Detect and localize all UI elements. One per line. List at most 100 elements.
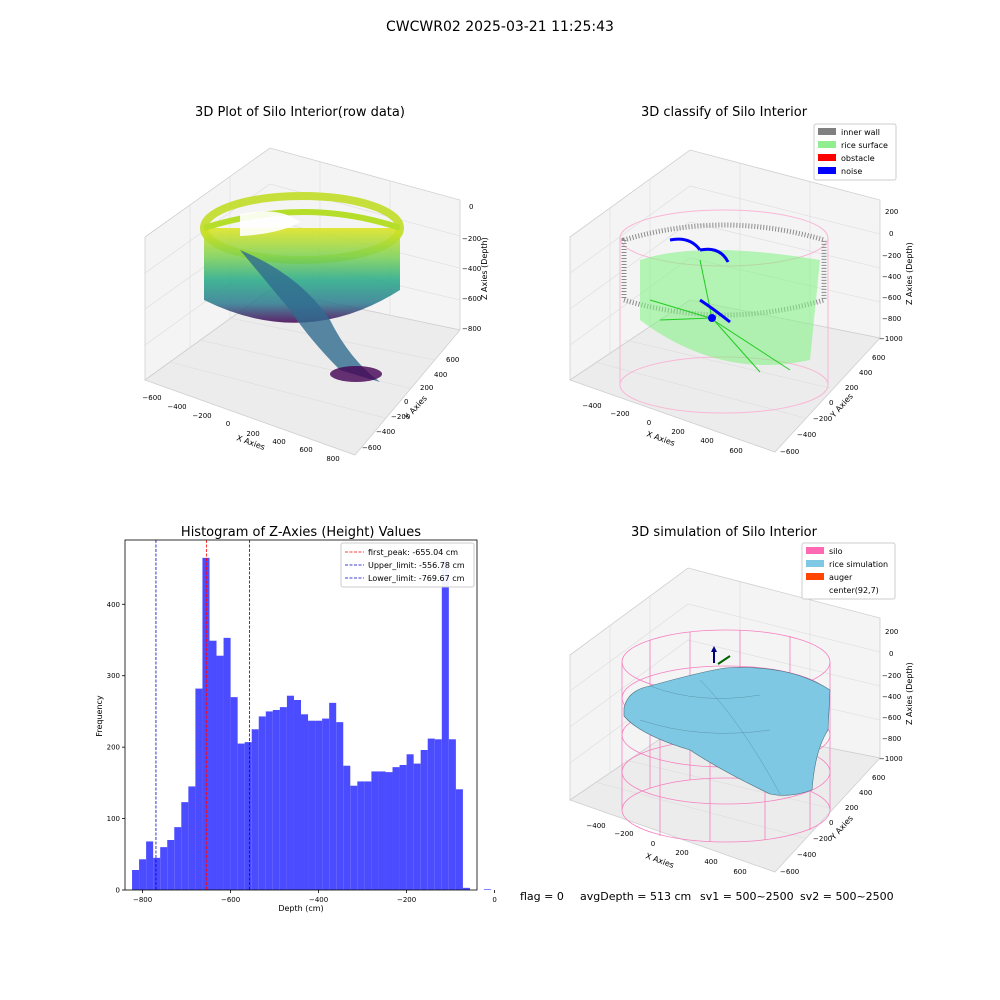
tick-label: −400 — [167, 403, 186, 411]
histogram-bar — [385, 772, 393, 890]
tick-label: 400 — [434, 371, 447, 379]
tick-label: 400 — [859, 369, 872, 377]
tick-label: −400 — [797, 851, 816, 859]
status-avg-depth: avgDepth = 513 cm — [580, 890, 691, 903]
histogram-bar — [420, 750, 428, 890]
tick-label: 800 — [326, 455, 339, 463]
tick-label: −800 — [462, 325, 481, 333]
tick-label: −200 — [813, 415, 832, 423]
figure-title: CWCWR02 2025-03-21 11:25:43 — [386, 19, 614, 35]
histogram-bar — [293, 700, 301, 890]
histogram-bar — [209, 640, 217, 890]
status-line: flag = 0 avgDepth = 513 cm sv1 = 500~250… — [520, 890, 894, 903]
histogram-bar — [139, 859, 147, 890]
legend-swatch-rice-simulation — [806, 560, 824, 567]
histogram-bar — [265, 711, 273, 890]
histogram-bar — [357, 781, 365, 890]
histogram-bar — [174, 827, 182, 890]
tick-label: 200 — [420, 384, 433, 392]
panel1-point-cloud — [200, 192, 404, 382]
panel1-y-ticks: 600 400 200 0 −200 −400 −600 — [362, 356, 459, 452]
histogram-bar — [279, 707, 287, 890]
x-tick-label: −200 — [397, 896, 416, 904]
panel4-legend: silo rice simulation auger center(92,7) — [801, 542, 896, 600]
legend-label: center(92,7) — [829, 586, 879, 595]
histogram-x-ticks: −800 −600 −400 −200 0 — [133, 890, 497, 904]
tick-label: 400 — [272, 438, 285, 446]
panel2-title: 3D classify of Silo Interior — [641, 105, 808, 120]
histogram-bar — [427, 738, 435, 890]
tick-label: 600 — [446, 356, 459, 364]
histogram-bar — [181, 802, 189, 890]
histogram-bar — [258, 716, 266, 890]
tick-label: 200 — [675, 849, 688, 857]
tick-label: 0 — [469, 203, 473, 211]
panel4-z-ticks: 200 0 −200 −400 −600 −800 −1000 — [879, 628, 903, 763]
panel-classify: 3D classify of Silo Interior inner wall — [569, 105, 914, 456]
tick-label: 600 — [299, 446, 312, 454]
tick-label: 200 — [671, 428, 684, 436]
tick-label: 0 — [829, 819, 833, 827]
tick-label: 400 — [859, 789, 872, 797]
histogram-bar — [371, 771, 379, 890]
tick-label: −200 — [614, 830, 633, 838]
panel1-title: 3D Plot of Silo Interior(row data) — [195, 105, 405, 120]
histogram-bar — [455, 789, 463, 890]
histogram-bars — [132, 557, 492, 890]
panel1-zlabel: Z Axies (Depth) — [480, 237, 489, 300]
tick-label: 0 — [647, 419, 651, 427]
histogram-ylabel: Frequency — [95, 695, 104, 737]
tick-label: −800 — [882, 735, 901, 743]
x-tick-label: −800 — [133, 896, 152, 904]
panel4-rice-surface — [623, 667, 831, 796]
histogram-bar — [350, 785, 358, 890]
tick-label: −600 — [780, 868, 799, 876]
tick-label: −200 — [882, 252, 901, 260]
x-tick-label: 0 — [492, 896, 496, 904]
legend-label: inner wall — [841, 128, 880, 137]
legend-swatch-inner-wall — [818, 128, 836, 135]
histogram-bar — [434, 739, 442, 890]
tick-label: −600 — [142, 394, 161, 402]
tick-label: −800 — [882, 315, 901, 323]
panel1-x-ticks: −600 −400 −200 0 200 400 600 800 — [142, 394, 339, 463]
panel3-title: Histogram of Z-Axies (Height) Values — [181, 525, 421, 540]
legend-label: auger — [829, 573, 853, 582]
histogram-bar — [272, 710, 280, 890]
y-tick-label: 300 — [107, 672, 120, 680]
histogram-bar — [216, 655, 224, 890]
tick-label: −600 — [882, 714, 901, 722]
x-tick-label: −600 — [221, 896, 240, 904]
histogram-bar — [153, 857, 161, 890]
tick-label: 200 — [845, 384, 858, 392]
tick-label: −400 — [462, 265, 481, 273]
histogram-bar — [329, 702, 337, 890]
histogram-plot-frame — [124, 539, 478, 891]
panel4-y-ticks: 600 400 200 0 −200 −400 −600 — [780, 774, 885, 876]
legend-label: Upper_limit: -556.78 cm — [368, 561, 465, 570]
legend-label: obstacle — [841, 154, 875, 163]
tick-label: −600 — [462, 295, 481, 303]
tick-label: −200 — [391, 413, 410, 421]
panel-raw-data: 3D Plot of Silo Interior(row data) −600 … — [142, 105, 489, 463]
histogram-bar — [484, 889, 492, 890]
tick-label: 0 — [889, 650, 893, 658]
legend-label: rice simulation — [829, 560, 888, 569]
histogram-bar — [399, 765, 407, 890]
tick-label: 600 — [872, 354, 885, 362]
histogram-bar — [195, 688, 203, 890]
tick-label: −400 — [376, 428, 395, 436]
legend-swatch-noise — [818, 167, 836, 174]
tick-label: −600 — [362, 444, 381, 452]
panel4-xlabel: X Axies — [644, 851, 675, 870]
tick-label: 0 — [404, 398, 408, 406]
tick-label: 200 — [885, 628, 898, 636]
tick-label: 400 — [704, 858, 717, 866]
panel2-legend: inner wall rice surface obstacle noise — [813, 123, 897, 181]
tick-label: −200 — [882, 672, 901, 680]
histogram-bar — [132, 870, 140, 890]
panel1-z-ticks: 0 −200 −400 −600 −800 — [462, 203, 481, 333]
panel-simulation: 3D simulation of Silo Interior — [569, 525, 914, 876]
tick-label: −600 — [882, 294, 901, 302]
